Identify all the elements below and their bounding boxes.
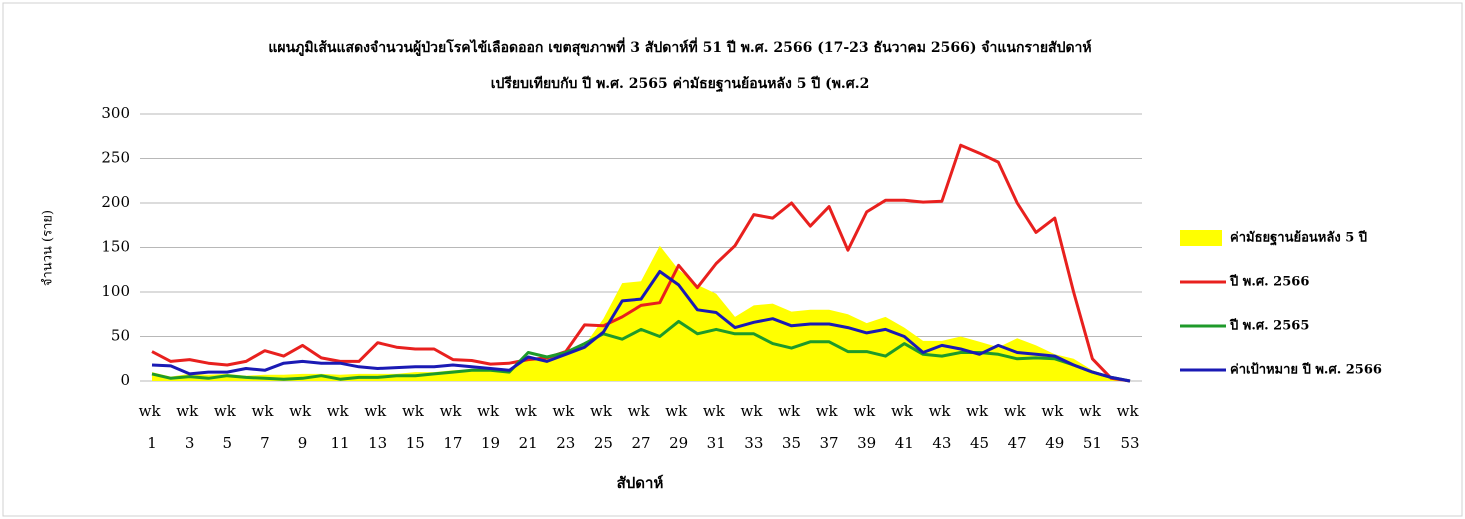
y-tick-label: 200 — [101, 193, 130, 211]
y-tick-label: 150 — [101, 238, 130, 256]
x-tick-label: wk 11 — [327, 402, 354, 452]
y-tick-label: 50 — [111, 327, 130, 345]
legend-label: ปี พ.ศ. 2565 — [1229, 318, 1309, 334]
y-tick-label: 250 — [101, 149, 130, 167]
x-tick-label: wk 41 — [891, 402, 918, 452]
x-tick-label: wk 27 — [628, 402, 655, 452]
x-tick-label: wk 53 — [1117, 402, 1144, 452]
x-tick-label: wk 35 — [778, 402, 805, 452]
x-tick-label: wk 47 — [1004, 402, 1031, 452]
x-tick-label: wk 23 — [552, 402, 579, 452]
chart-title: แผนภูมิเส้นแสดงจำนวนผู้ป่วยโรคไข้เลือดออ… — [268, 37, 1091, 56]
area — [152, 245, 1130, 381]
line — [151, 270, 1131, 383]
x-tick-label: wk 3 — [176, 402, 203, 452]
y-axis-label: จำนวน (ราย) — [41, 210, 56, 286]
x-tick-label: wk 13 — [364, 402, 391, 452]
x-tick-label: wk 31 — [703, 402, 730, 452]
legend-label: ค่าเป้าหมาย ปี พ.ศ. 2566 — [1230, 362, 1382, 378]
y-tick-label: 100 — [101, 282, 130, 300]
x-tick-label: wk 39 — [853, 402, 880, 452]
line — [151, 143, 1131, 383]
legend-label: ปี พ.ศ. 2566 — [1229, 274, 1309, 290]
x-tick-label: wk 33 — [740, 402, 767, 452]
x-tick-label: wk 51 — [1079, 402, 1106, 452]
x-tick-label: wk 15 — [402, 402, 429, 452]
x-tick-label: wk 43 — [929, 402, 956, 452]
x-tick-label: wk 49 — [1041, 402, 1068, 452]
x-tick-label: wk 17 — [440, 402, 467, 452]
x-tick-label: wk 9 — [289, 402, 316, 452]
x-tick-label: wk 1 — [139, 402, 166, 452]
chart-subtitle: เปรียบเทียบกับ ปี พ.ศ. 2565 ค่ามัธยฐานย้… — [491, 76, 870, 93]
y-tick-label: 300 — [101, 104, 130, 122]
y-tick-label: 0 — [120, 371, 130, 389]
x-tick-label: wk 5 — [214, 402, 241, 452]
legend-label: ค่ามัธยฐานย้อนหลัง 5 ปี — [1230, 230, 1367, 247]
x-tick-label: wk 45 — [966, 402, 993, 452]
legend-swatch — [1180, 230, 1222, 246]
line — [151, 319, 1131, 383]
x-axis-label: สัปดาห์ — [617, 474, 664, 492]
x-tick-label: wk 25 — [590, 402, 617, 452]
x-tick-label: wk 29 — [665, 402, 692, 452]
x-tick-label: wk 7 — [251, 402, 278, 452]
x-tick-label: wk 37 — [816, 402, 843, 452]
x-tick-label: wk 21 — [515, 402, 542, 452]
x-tick-label: wk 19 — [477, 402, 504, 452]
